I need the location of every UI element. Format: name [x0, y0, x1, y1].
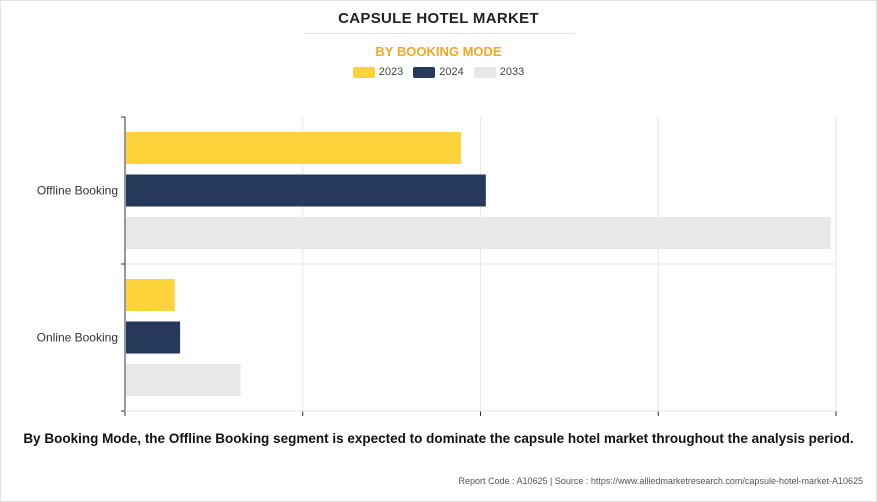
legend-label-2024: 2024: [439, 66, 464, 78]
bar-chart: Offline Booking Online Booking: [37, 116, 837, 416]
y-tick-label: Offline Booking: [37, 184, 118, 198]
legend-swatch-2024: [413, 66, 436, 78]
bar-2024-offline-booking: [126, 174, 486, 207]
bar-2033-offline-booking: [126, 217, 831, 249]
bar-2024-online-booking: [126, 321, 181, 354]
legend-item-2033[interactable]: 2033: [473, 66, 525, 78]
report-source: Report Code : A10625 | Source : https://…: [458, 476, 863, 486]
chart-title: CAPSULE HOTEL MARKET: [338, 10, 539, 27]
bar-2023-online-booking: [126, 279, 175, 311]
legend: 2023 2024 2033: [0, 66, 877, 78]
legend-item-2023[interactable]: 2023: [352, 66, 404, 78]
bar-2023-offline-booking: [126, 132, 461, 164]
bar-2033-online-booking: [126, 364, 241, 396]
legend-label-2023: 2023: [378, 66, 404, 78]
chart-caption: By Booking Mode, the Offline Booking seg…: [23, 431, 854, 446]
title-divider: [304, 33, 574, 34]
y-tick-label: Online Booking: [37, 331, 118, 345]
legend-label-2033: 2033: [499, 66, 525, 78]
legend-swatch-2023: [352, 66, 375, 78]
legend-swatch-2033: [473, 66, 496, 78]
chart-subtitle: BY BOOKING MODE: [375, 44, 502, 59]
legend-item-2024[interactable]: 2024: [413, 66, 464, 78]
